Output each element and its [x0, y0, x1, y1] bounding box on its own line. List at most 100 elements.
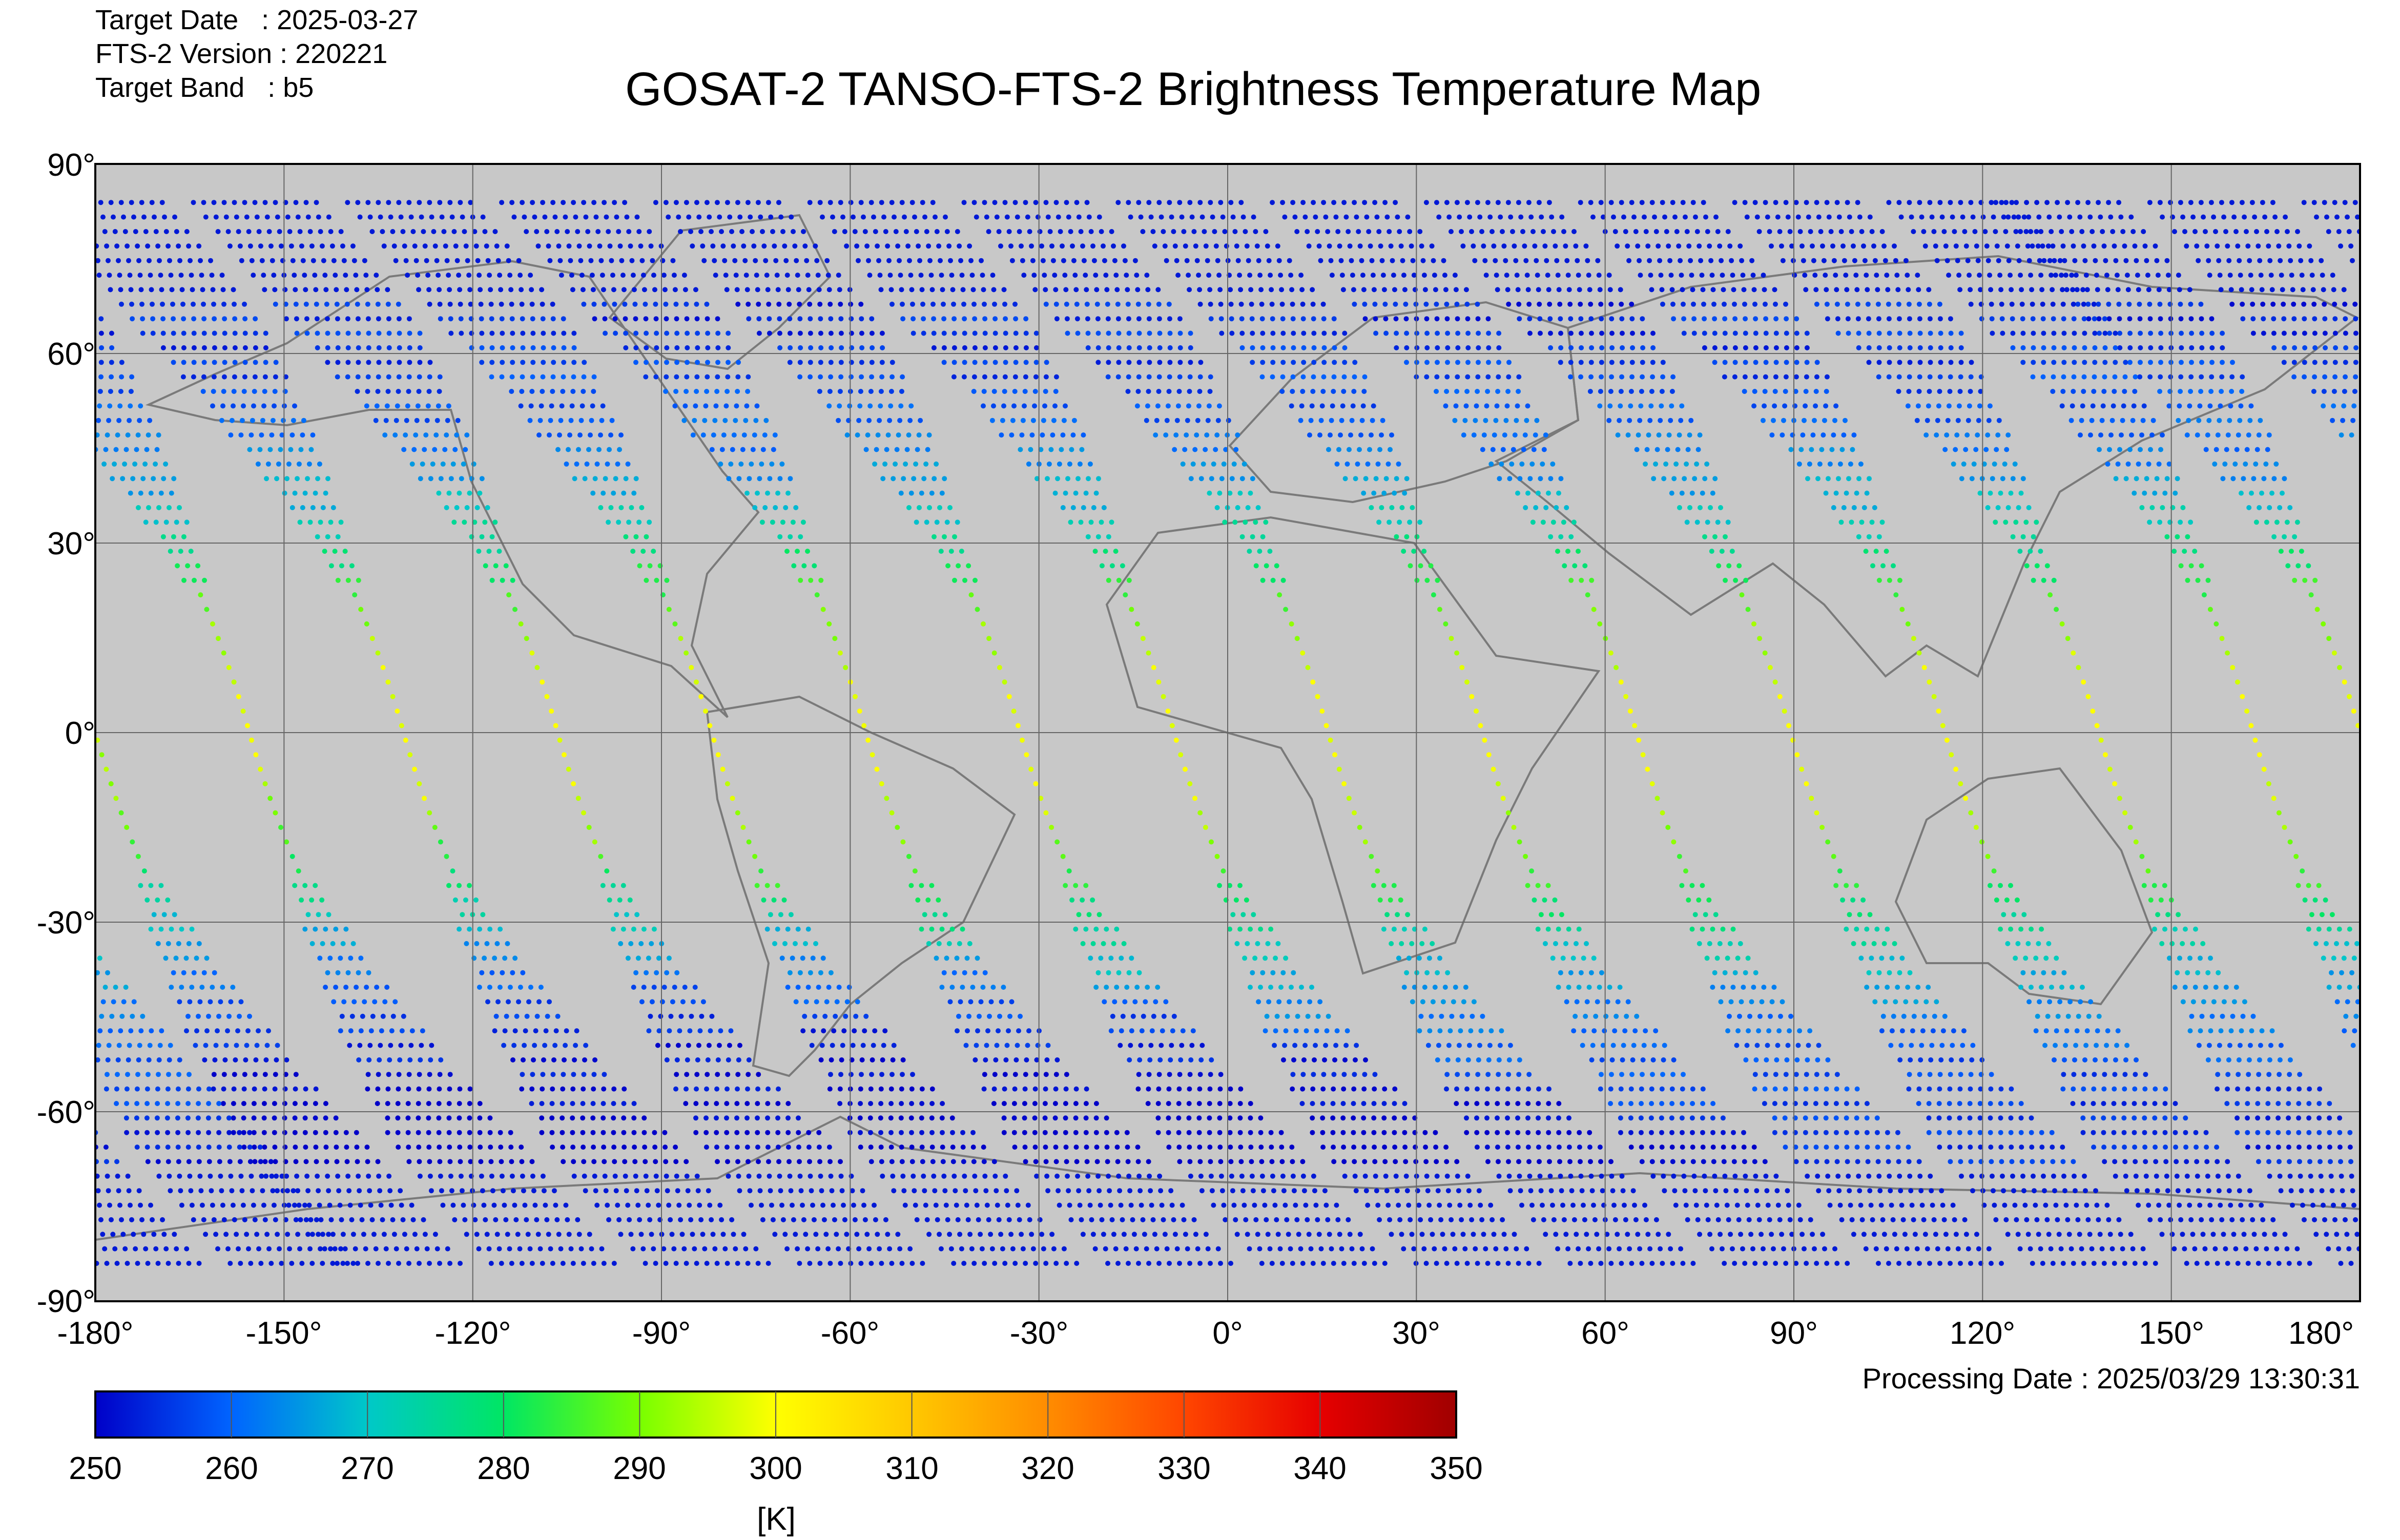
observation-point: [1080, 1232, 1086, 1237]
observation-point: [1290, 1072, 1296, 1077]
observation-point: [1517, 1173, 1522, 1179]
observation-point: [483, 563, 488, 569]
observation-point: [1139, 1202, 1144, 1208]
observation-point: [498, 1144, 504, 1150]
observation-point: [1444, 1086, 1449, 1092]
observation-point: [2314, 607, 2320, 612]
observation-point: [590, 1130, 596, 1135]
observation-point: [333, 985, 339, 990]
observation-point: [540, 374, 546, 380]
observation-point: [1073, 490, 1079, 496]
observation-point: [155, 941, 161, 946]
observation-point: [995, 1202, 1000, 1208]
observation-point: [560, 1101, 565, 1106]
observation-point: [724, 1144, 730, 1150]
observation-point: [735, 301, 741, 307]
observation-point: [1043, 287, 1048, 293]
observation-point: [1493, 1246, 1499, 1252]
observation-point: [955, 229, 960, 234]
observation-point: [598, 505, 604, 510]
observation-point: [969, 273, 975, 278]
observation-point: [819, 1188, 824, 1194]
observation-point: [293, 1159, 299, 1164]
observation-point: [1496, 1173, 1502, 1179]
observation-point: [580, 1130, 586, 1135]
observation-point: [232, 360, 238, 365]
observation-point: [931, 345, 937, 350]
observation-point: [814, 592, 820, 598]
observation-point: [889, 1261, 895, 1266]
observation-point: [654, 577, 659, 583]
observation-point: [2270, 301, 2276, 307]
observation-point: [644, 345, 649, 350]
observation-point: [715, 360, 720, 365]
observation-point: [439, 214, 445, 220]
observation-point: [1011, 403, 1017, 409]
observation-point: [1500, 1217, 1505, 1222]
observation-point: [227, 243, 233, 249]
observation-point: [1033, 1072, 1039, 1077]
observation-point: [1467, 1202, 1473, 1208]
observation-point: [357, 214, 363, 220]
observation-point: [428, 1057, 433, 1063]
observation-point: [355, 389, 360, 394]
observation-point: [941, 970, 947, 975]
observation-point: [374, 985, 380, 990]
observation-point: [880, 1057, 885, 1063]
observation-point: [1033, 330, 1039, 336]
observation-point: [632, 301, 638, 307]
observation-point: [406, 374, 412, 380]
observation-point: [518, 273, 523, 278]
observation-point: [474, 505, 480, 510]
observation-point: [729, 1217, 735, 1222]
observation-point: [785, 1101, 791, 1106]
observation-point: [1114, 287, 1120, 293]
observation-point: [1428, 563, 1434, 569]
observation-point: [870, 1057, 875, 1063]
observation-point: [1765, 1202, 1771, 1208]
observation-point: [431, 229, 437, 234]
observation-point: [228, 432, 234, 438]
observation-point: [2302, 330, 2307, 336]
observation-point: [895, 825, 900, 830]
observation-point: [417, 200, 422, 205]
observation-point: [1365, 461, 1371, 467]
observation-point: [482, 229, 488, 234]
observation-point: [775, 490, 780, 496]
observation-point: [1701, 1159, 1706, 1164]
observation-point: [1020, 737, 1025, 743]
observation-point: [442, 447, 448, 452]
observation-point: [2208, 200, 2214, 205]
observation-point: [151, 912, 157, 918]
observation-point: [899, 1086, 904, 1092]
observation-point: [1359, 1246, 1365, 1252]
observation-point: [1321, 1072, 1327, 1077]
observation-point: [926, 941, 932, 946]
observation-point: [873, 1217, 878, 1222]
observation-point: [964, 955, 970, 961]
observation-point: [1187, 1144, 1192, 1150]
observation-point: [1639, 1159, 1645, 1164]
observation-point: [382, 432, 388, 438]
observation-point: [343, 1130, 349, 1135]
observation-point: [626, 519, 632, 525]
observation-point: [1228, 1086, 1233, 1092]
observation-point: [1208, 1261, 1213, 1266]
observation-point: [982, 330, 988, 336]
observation-point: [391, 243, 397, 249]
observation-point: [709, 1217, 714, 1222]
observation-point: [334, 1159, 340, 1164]
observation-point: [653, 200, 658, 205]
observation-point: [763, 418, 769, 423]
observation-point: [1383, 1173, 1389, 1179]
observation-point: [693, 403, 698, 409]
observation-point: [1286, 1232, 1291, 1237]
observation-point: [458, 316, 464, 322]
observation-point: [527, 1246, 533, 1252]
observation-point: [866, 1246, 872, 1252]
observation-point: [939, 926, 945, 932]
observation-point: [323, 1144, 329, 1150]
observation-point: [1454, 1086, 1459, 1092]
observation-point: [1162, 1232, 1168, 1237]
observation-point: [2260, 200, 2265, 205]
